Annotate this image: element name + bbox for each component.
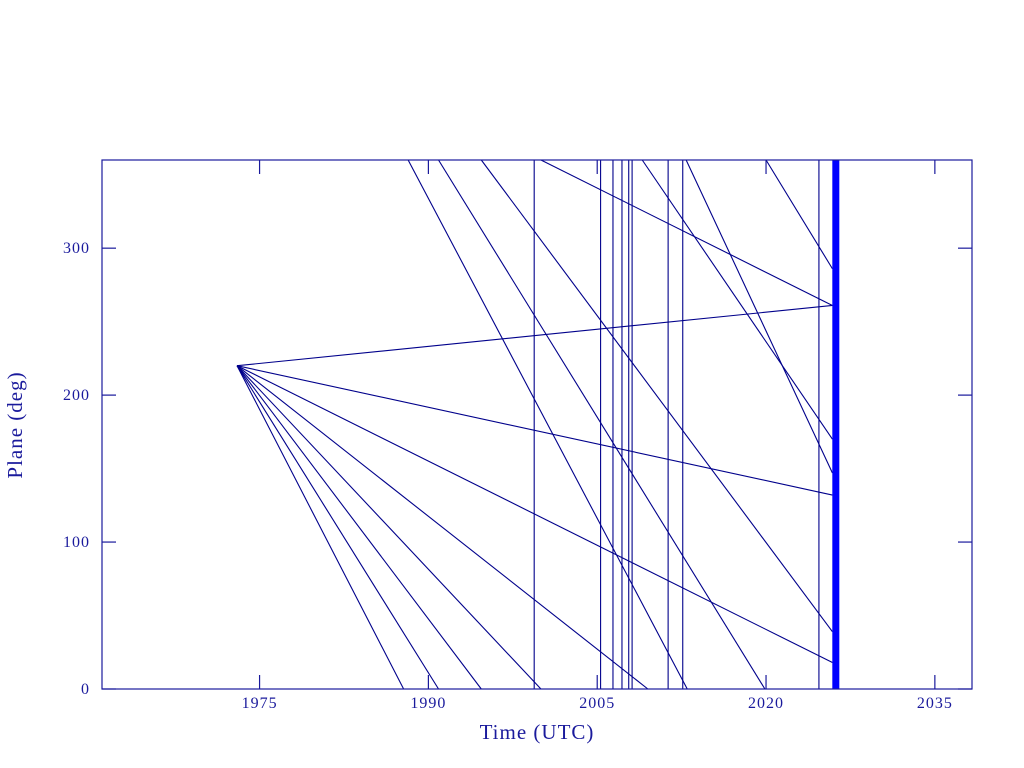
data-line <box>765 159 833 270</box>
data-line <box>236 365 405 690</box>
data-line <box>236 365 482 690</box>
data-line <box>540 159 833 306</box>
data-line <box>236 365 833 496</box>
x-tick-label: 1975 <box>242 695 278 712</box>
y-tick-label: 300 <box>63 240 90 257</box>
data-line <box>407 159 688 690</box>
data-line <box>236 365 542 690</box>
x-tick-label: 2035 <box>917 695 953 712</box>
data-line <box>236 365 439 690</box>
data-line <box>438 159 766 690</box>
x-tick-label: 2005 <box>579 695 615 712</box>
x-tick-label: 2020 <box>748 695 784 712</box>
data-line <box>641 159 833 440</box>
data-line <box>237 304 833 367</box>
y-tick-label: 100 <box>63 534 90 551</box>
data-line <box>236 365 649 690</box>
plot-frame <box>101 159 973 690</box>
data-line <box>236 365 833 664</box>
data-line <box>685 159 833 474</box>
data-line <box>480 159 833 633</box>
x-axis-label: Time (UTC) <box>480 720 595 744</box>
y-axis-label: Plane (deg) <box>3 371 27 478</box>
y-tick-label: 200 <box>63 387 90 404</box>
y-tick-label: 0 <box>81 681 90 698</box>
x-tick-label: 1990 <box>410 695 446 712</box>
